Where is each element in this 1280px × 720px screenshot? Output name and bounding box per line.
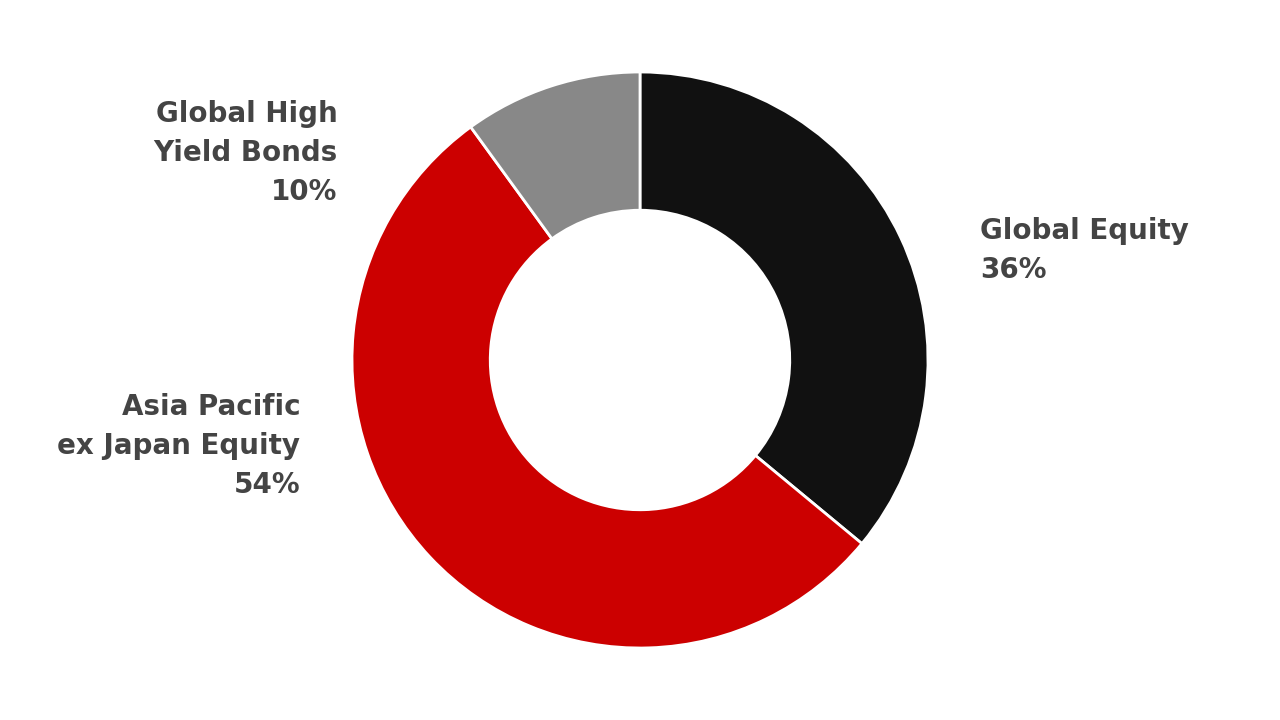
Wedge shape bbox=[640, 72, 928, 544]
Wedge shape bbox=[352, 127, 861, 648]
Wedge shape bbox=[471, 72, 640, 239]
Text: Global Equity
36%: Global Equity 36% bbox=[980, 217, 1189, 284]
Text: Asia Pacific
ex Japan Equity
54%: Asia Pacific ex Japan Equity 54% bbox=[58, 393, 301, 500]
Text: Global High
Yield Bonds
10%: Global High Yield Bonds 10% bbox=[154, 99, 338, 206]
